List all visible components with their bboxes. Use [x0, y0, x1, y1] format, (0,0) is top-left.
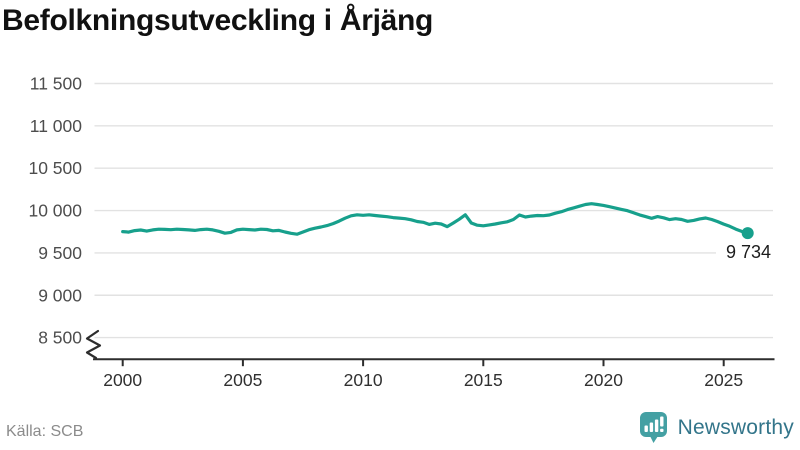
x-tick-label: 2025: [704, 370, 743, 390]
y-tick-label: 9 500: [38, 243, 82, 263]
source-label: Källa: SCB: [6, 423, 84, 440]
newsworthy-mark-icon: [639, 412, 667, 443]
x-tick-label: 2015: [464, 370, 503, 390]
series-line: [121, 202, 750, 236]
y-tick-label: 8 500: [38, 328, 82, 348]
y-tick-label: 11 000: [30, 116, 82, 136]
axis-break-icon: [85, 329, 102, 360]
end-dot: [741, 227, 754, 240]
brand-name: Newsworthy: [677, 415, 794, 439]
end-label-bg: [716, 241, 776, 262]
x-tick-label: 2005: [223, 370, 262, 390]
chart-title: Befolkningsutveckling i Årjäng: [2, 4, 434, 37]
y-tick-label: 11 500: [30, 74, 82, 94]
y-tick-label: 9 000: [38, 285, 82, 305]
x-tick-label: 2020: [584, 370, 623, 390]
y-tick-label: 10 500: [28, 158, 82, 178]
x-tick-label: 2010: [344, 370, 383, 390]
newsworthy-logo[interactable]: Newsworthy: [639, 411, 794, 444]
end-value-label: 9 734: [726, 242, 771, 262]
y-tick-label: 10 000: [28, 201, 82, 221]
x-tick-label: 2000: [103, 370, 142, 390]
